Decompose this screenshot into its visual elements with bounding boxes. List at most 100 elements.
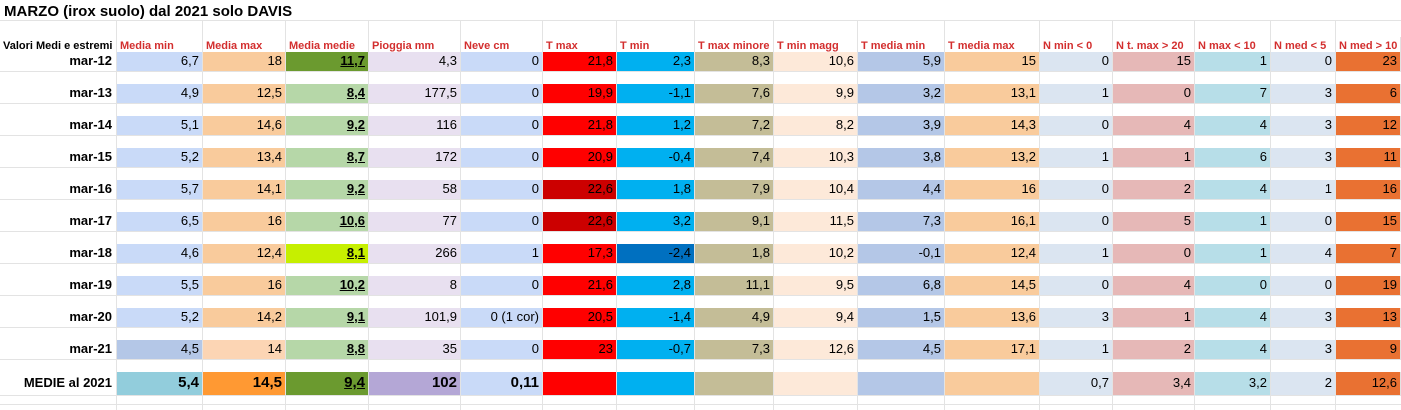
- cell-media-max: 14,2: [203, 308, 286, 328]
- cell-n-min-lt-0: 0: [1040, 116, 1113, 136]
- cell-pioggia-mm: 101,9: [369, 308, 461, 328]
- summary-t-media-min: [858, 372, 945, 396]
- cell-t-min-magg: 10,2: [774, 244, 858, 264]
- cell-n-min-lt-0: 3: [1040, 308, 1113, 328]
- header-t-max: T max: [543, 37, 617, 55]
- cell-t-media-max: 14,3: [945, 116, 1040, 136]
- cell-n-med-lt-5: 3: [1271, 116, 1336, 136]
- cell-t-max-minore: 7,3: [695, 340, 774, 360]
- cell-media-min: 5,2: [117, 148, 203, 168]
- cell-n-max-lt-10: 0: [1195, 276, 1271, 296]
- header-n-med-gt-10: N med > 10: [1336, 37, 1401, 55]
- summary-n-max-lt-10: 3,2: [1195, 372, 1271, 396]
- cell-t-min-magg: 10,6: [774, 52, 858, 72]
- cell-t-media-min: 3,9: [858, 116, 945, 136]
- row-label: mar-18: [0, 244, 117, 264]
- cell-media-medie: 8,8: [286, 340, 369, 360]
- cell-t-min: -2,4: [617, 244, 695, 264]
- cell-media-min: 6,5: [117, 212, 203, 232]
- cell-neve-cm: 0: [461, 148, 543, 168]
- cell-media-medie: 8,1: [286, 244, 369, 264]
- cell-t-max-minore: 7,4: [695, 148, 774, 168]
- cell-n-max-lt-10: 4: [1195, 180, 1271, 200]
- cell-t-max-minore: 11,1: [695, 276, 774, 296]
- cell-neve-cm: 0: [461, 116, 543, 136]
- cell-n-med-lt-5: 0: [1271, 276, 1336, 296]
- summary-media-min: 5,4: [117, 372, 203, 396]
- summary-label: MEDIE al 2021: [0, 372, 117, 396]
- cell-n-med-lt-5: 1: [1271, 180, 1336, 200]
- cell-pioggia-mm: 177,5: [369, 84, 461, 104]
- cell-media-min: 4,5: [117, 340, 203, 360]
- cell-t-media-min: 5,9: [858, 52, 945, 72]
- cell-neve-cm: 0: [461, 52, 543, 72]
- cell-t-media-max: 16,1: [945, 212, 1040, 232]
- grid-line: [0, 404, 1401, 405]
- cell-t-max-minore: 4,9: [695, 308, 774, 328]
- cell-t-media-max: 16: [945, 180, 1040, 200]
- cell-t-min-magg: 10,4: [774, 180, 858, 200]
- cell-pioggia-mm: 35: [369, 340, 461, 360]
- cell-t-media-max: 13,2: [945, 148, 1040, 168]
- cell-media-max: 14,1: [203, 180, 286, 200]
- cell-pioggia-mm: 266: [369, 244, 461, 264]
- header-t-media-max: T media max: [945, 37, 1040, 55]
- cell-media-medie: 10,6: [286, 212, 369, 232]
- cell-n-med-gt-10: 23: [1336, 52, 1401, 72]
- cell-media-medie: 9,2: [286, 116, 369, 136]
- cell-n-min-lt-0: 1: [1040, 340, 1113, 360]
- grid-line: [0, 20, 1401, 21]
- cell-media-min: 6,7: [117, 52, 203, 72]
- cell-n-tmax-gt-20: 5: [1113, 212, 1195, 232]
- cell-pioggia-mm: 172: [369, 148, 461, 168]
- cell-media-medie: 8,4: [286, 84, 369, 104]
- summary-n-min-lt-0: 0,7: [1040, 372, 1113, 396]
- cell-media-max: 16: [203, 212, 286, 232]
- cell-media-min: 4,9: [117, 84, 203, 104]
- sheet-title: MARZO (irox suolo) dal 2021 solo DAVIS: [4, 3, 293, 20]
- cell-t-min-magg: 12,6: [774, 340, 858, 360]
- cell-t-min-magg: 8,2: [774, 116, 858, 136]
- cell-media-medie: 11,7: [286, 52, 369, 72]
- cell-n-max-lt-10: 4: [1195, 340, 1271, 360]
- cell-t-max: 22,6: [543, 180, 617, 200]
- row-label: mar-17: [0, 212, 117, 232]
- cell-n-tmax-gt-20: 0: [1113, 244, 1195, 264]
- summary-media-max: 14,5: [203, 372, 286, 396]
- cell-pioggia-mm: 58: [369, 180, 461, 200]
- cell-t-media-min: 6,8: [858, 276, 945, 296]
- cell-t-min: 1,8: [617, 180, 695, 200]
- header-n-max-lt-10: N max < 10: [1195, 37, 1271, 55]
- cell-media-medie: 10,2: [286, 276, 369, 296]
- cell-t-max: 21,8: [543, 52, 617, 72]
- cell-n-med-lt-5: 3: [1271, 308, 1336, 328]
- cell-media-min: 5,2: [117, 308, 203, 328]
- header-pioggia-mm: Pioggia mm: [369, 37, 461, 55]
- cell-n-med-gt-10: 7: [1336, 244, 1401, 264]
- row-label: mar-21: [0, 340, 117, 360]
- cell-t-max: 21,8: [543, 116, 617, 136]
- cell-t-min-magg: 9,9: [774, 84, 858, 104]
- cell-t-min-magg: 9,5: [774, 276, 858, 296]
- cell-t-media-max: 12,4: [945, 244, 1040, 264]
- cell-t-max-minore: 7,6: [695, 84, 774, 104]
- cell-t-media-min: 4,5: [858, 340, 945, 360]
- cell-n-tmax-gt-20: 1: [1113, 308, 1195, 328]
- cell-n-med-gt-10: 11: [1336, 148, 1401, 168]
- cell-media-max: 12,5: [203, 84, 286, 104]
- cell-t-max: 20,5: [543, 308, 617, 328]
- row-label: mar-20: [0, 308, 117, 328]
- summary-neve-cm: 0,11: [461, 372, 543, 396]
- cell-t-media-max: 17,1: [945, 340, 1040, 360]
- cell-t-min: -1,1: [617, 84, 695, 104]
- cell-t-media-min: 7,3: [858, 212, 945, 232]
- cell-t-media-max: 13,6: [945, 308, 1040, 328]
- cell-media-max: 14: [203, 340, 286, 360]
- cell-n-med-gt-10: 12: [1336, 116, 1401, 136]
- cell-n-med-lt-5: 3: [1271, 340, 1336, 360]
- summary-t-media-max: [945, 372, 1040, 396]
- cell-pioggia-mm: 8: [369, 276, 461, 296]
- cell-n-max-lt-10: 4: [1195, 308, 1271, 328]
- cell-media-medie: 9,1: [286, 308, 369, 328]
